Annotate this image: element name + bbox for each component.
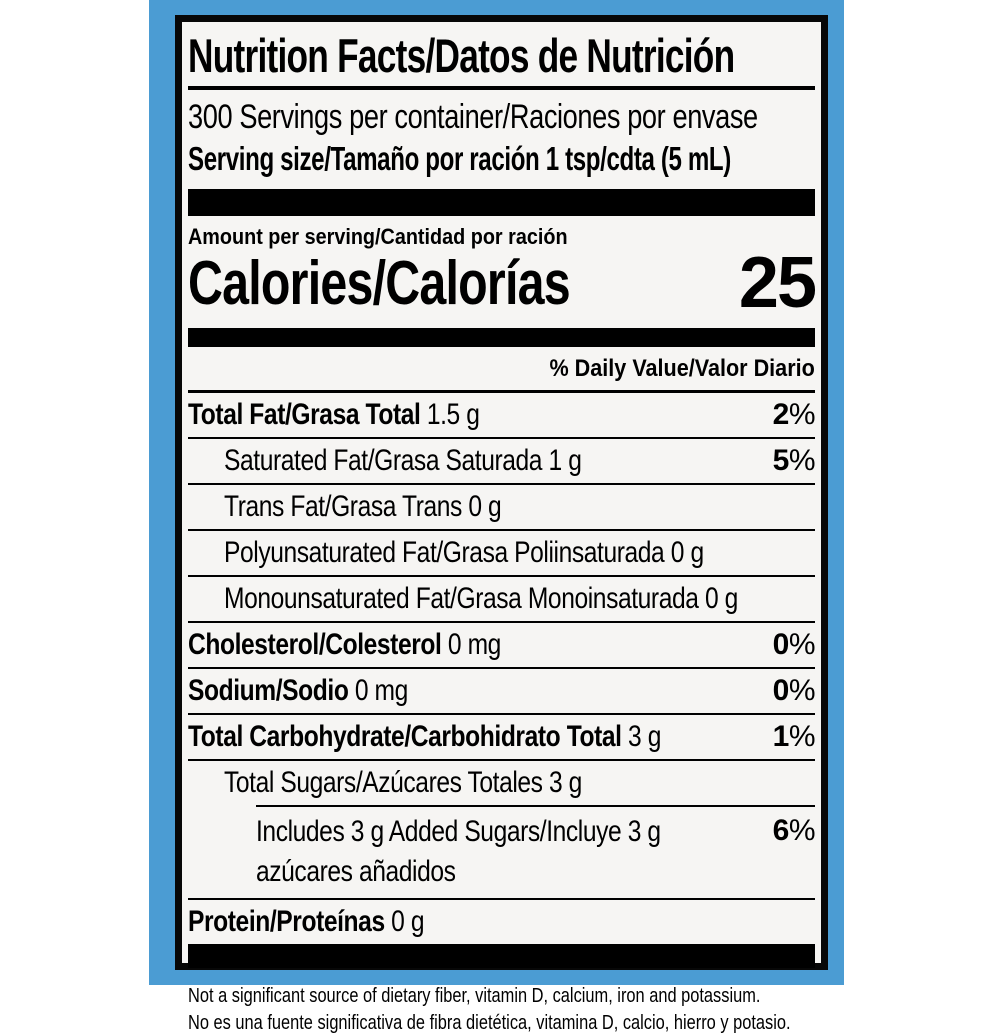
nutrient-text: Polyunsaturated Fat/Grasa Poliinsaturada… (224, 536, 709, 570)
daily-value: 0% (767, 673, 816, 708)
nutrient-row-sodium: Sodium/Sodio 0 mg 0% (188, 669, 816, 715)
nutrient-name: Total Carbohydrate/Carbohidrato Total (188, 719, 622, 753)
amount-per-serving: Amount per serving/Cantidad por ración (188, 225, 815, 249)
nutrient-row-total-fat: Total Fat/Grasa Total 1.5 g 2% (188, 393, 816, 439)
nutrient-text: Total Fat/Grasa Total 1.5 g (188, 398, 662, 432)
nutrient-name: Trans Fat/Grasa Trans 0 g (224, 489, 502, 523)
daily-value-header-text: % Daily Value/Valor Diario (549, 354, 815, 382)
nutrient-row-polyunsaturated-fat: Polyunsaturated Fat/Grasa Poliinsaturada… (188, 531, 815, 577)
nutrient-text: Cholesterol/Colesterol 0 mg (188, 628, 662, 662)
percent-sign: % (788, 813, 816, 847)
footnote-line-es: No es una fuente significativa de fibra … (188, 1010, 815, 1036)
label-title-text: Nutrition Facts/Datos de Nutrición (188, 29, 735, 82)
daily-value-number: 0 (772, 673, 790, 707)
serving-size-text: Serving size/Tamaño por ración 1 tsp/cdt… (188, 140, 731, 178)
footnote-en-text: Not a significant source of dietary fibe… (188, 983, 761, 1007)
nutrient-name: Total Fat/Grasa Total (188, 397, 421, 431)
nutrient-amount: 0 mg (348, 673, 408, 707)
servings-per-container-text: 300 Servings per container/Raciones por … (188, 97, 758, 136)
daily-value-number: 1 (772, 719, 790, 753)
nutrient-text: Includes 3 g Added Sugars/Incluye 3 g az… (256, 812, 675, 893)
amount-per-serving-text: Amount per serving/Cantidad por ración (188, 224, 568, 250)
nutrient-name: Saturated Fat/Grasa Saturada 1 g (224, 443, 582, 477)
nutrient-row-trans-fat: Trans Fat/Grasa Trans 0 g (188, 485, 815, 531)
nutrient-text: Sodium/Sodio 0 mg (188, 674, 662, 708)
percent-sign: % (788, 719, 816, 753)
nutrient-name: Cholesterol/Colesterol (188, 627, 442, 661)
nutrient-amount: 3 g (621, 719, 661, 753)
nutrient-row-total-sugars: Total Sugars/Azúcares Totales 3 g (188, 761, 815, 805)
percent-sign: % (788, 397, 816, 431)
daily-value: 1% (767, 719, 816, 754)
nutrition-label: Nutrition Facts/Datos de Nutrición 300 S… (175, 15, 828, 1034)
nutrient-amount: 0 g (384, 904, 425, 938)
daily-value-number: 6 (772, 813, 790, 847)
section-bar-calories (188, 327, 815, 347)
label-title: Nutrition Facts/Datos de Nutrición (188, 29, 815, 83)
nutrient-name: Total Sugars/Azúcares Totales 3 g (224, 765, 582, 799)
nutrient-amount: 0 mg (441, 627, 501, 661)
nutrient-name: Sodium/Sodio (188, 673, 349, 707)
serving-size: Serving size/Tamaño por ración 1 tsp/cdt… (188, 138, 815, 179)
daily-value: 6% (767, 813, 816, 848)
nutrient-row-cholesterol: Cholesterol/Colesterol 0 mg 0% (188, 623, 816, 669)
footnote-es-text: No es una fuente significativa de fibra … (188, 1010, 791, 1034)
nutrient-text: Trans Fat/Grasa Trans 0 g (224, 490, 709, 524)
blue-frame: Nutrition Facts/Datos de Nutrición 300 S… (149, 0, 844, 1034)
percent-sign: % (788, 627, 816, 661)
daily-value-header: % Daily Value/Valor Diario (188, 355, 815, 393)
percent-sign: % (788, 443, 816, 477)
nutrient-name: Monounsaturated Fat/Grasa Monoinsaturada… (224, 581, 738, 615)
nutrient-name-line1: Includes 3 g Added Sugars/Incluye 3 g (256, 814, 661, 848)
nutrient-row-total-carbohydrate: Total Carbohydrate/Carbohidrato Total 3 … (188, 715, 816, 761)
daily-value: 0% (767, 627, 816, 662)
calories-label: Calories/Calorías (188, 248, 678, 318)
nutrient-text: Protein/Proteínas 0 g (188, 905, 702, 939)
daily-value: 5% (767, 443, 816, 478)
nutrient-name: Protein/Proteínas (188, 904, 385, 938)
daily-value-number: 5 (772, 443, 790, 477)
calories-label-text: Calories/Calorías (188, 248, 571, 318)
nutrient-text: Saturated Fat/Grasa Saturada 1 g (224, 444, 669, 478)
calories-value: 25 (738, 242, 817, 323)
nutrient-text: Total Carbohydrate/Carbohidrato Total 3 … (188, 720, 662, 754)
daily-value-number: 2 (772, 397, 790, 431)
section-bar-top (188, 189, 815, 217)
footnote-line-en: Not a significant source of dietary fibe… (188, 983, 815, 1010)
nutrient-row-added-sugars: Includes 3 g Added Sugars/Incluye 3 g az… (188, 807, 816, 900)
indented-divider (256, 804, 815, 807)
percent-sign: % (788, 673, 816, 707)
nutrient-row-saturated-fat: Saturated Fat/Grasa Saturada 1 g 5% (188, 439, 816, 485)
nutrient-text: Monounsaturated Fat/Grasa Monoinsaturada… (224, 582, 738, 616)
nutrient-amount: 1.5 g (420, 397, 480, 431)
nutrient-row-monounsaturated-fat: Monounsaturated Fat/Grasa Monoinsaturada… (188, 577, 815, 623)
calories-row: Calories/Calorías 25 (188, 242, 817, 323)
servings-per-container: 300 Servings per container/Raciones por … (188, 97, 815, 138)
daily-value-number: 0 (772, 627, 790, 661)
daily-value: 2% (767, 397, 816, 432)
title-divider (188, 85, 815, 90)
section-bar-bottom (188, 943, 815, 968)
nutrient-row-protein: Protein/Proteínas 0 g (188, 900, 815, 944)
nutrient-name-line2: azúcares añadidos (256, 855, 456, 889)
nutrient-name: Polyunsaturated Fat/Grasa Poliinsaturada… (224, 535, 704, 569)
nutrient-text: Total Sugars/Azúcares Totales 3 g (224, 766, 709, 800)
